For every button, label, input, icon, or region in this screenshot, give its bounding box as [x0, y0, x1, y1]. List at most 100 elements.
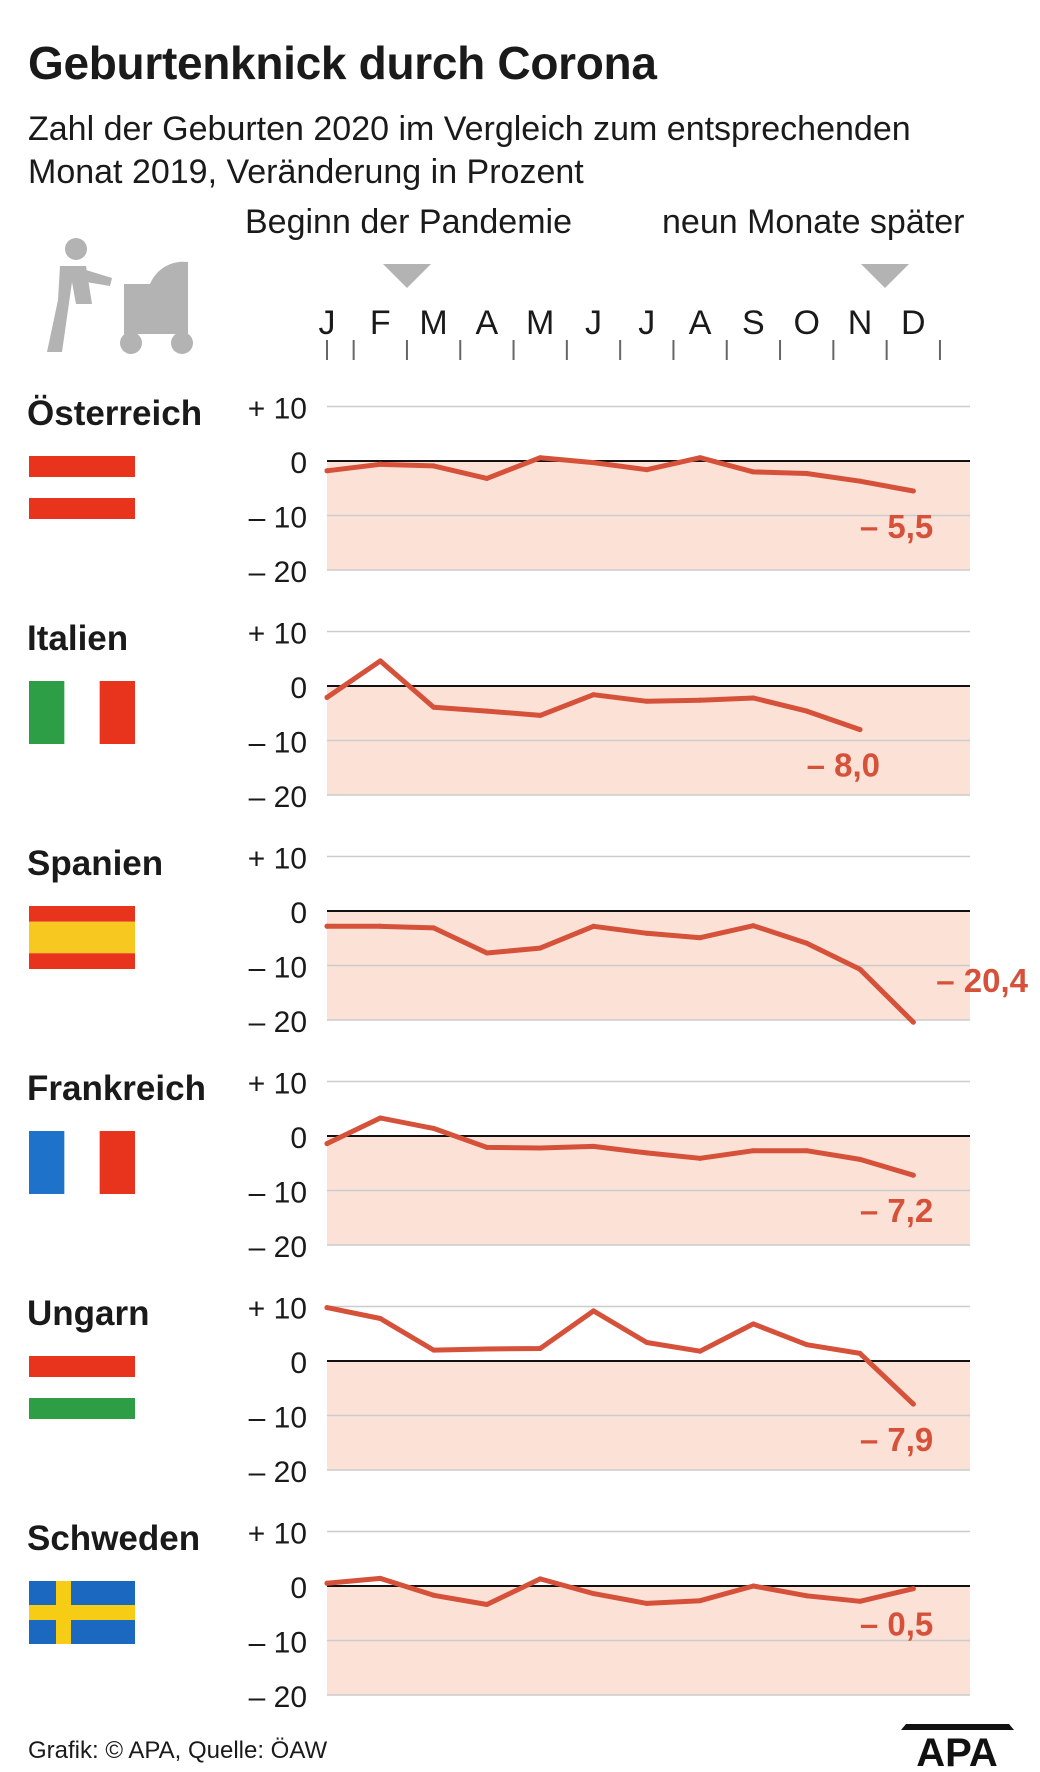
data-point — [697, 697, 703, 703]
data-point — [644, 1339, 650, 1345]
month-label: J — [319, 304, 336, 342]
france-flag-icon — [29, 1131, 135, 1194]
country-panels: + 100– 10– 20– 5,5+ 100– 10– 20– 8,0+ 10… — [29, 393, 1029, 1714]
y-tick-label: + 10 — [248, 618, 307, 651]
data-point — [377, 923, 383, 929]
person-with-stroller-icon — [47, 238, 193, 354]
data-point — [537, 1345, 543, 1351]
data-point — [431, 1347, 437, 1353]
data-point — [910, 1586, 916, 1592]
data-point — [857, 478, 863, 484]
y-tick-label: – 20 — [249, 556, 307, 589]
data-point — [537, 945, 543, 951]
triangle-down-icon — [383, 264, 909, 288]
month-label: M — [419, 304, 447, 342]
series-line — [324, 455, 916, 494]
country-label: Schweden — [27, 1519, 201, 1558]
data-point — [750, 695, 756, 701]
data-point — [377, 461, 383, 467]
data-point — [591, 1308, 596, 1314]
data-point — [857, 1598, 863, 1604]
y-tick-label: – 20 — [249, 781, 307, 814]
page-title: Geburtenknick durch Corona — [28, 37, 657, 89]
series-line — [324, 1305, 916, 1407]
month-label: O — [793, 304, 819, 342]
data-point — [644, 1150, 650, 1156]
y-tick-label: – 20 — [249, 1231, 307, 1264]
italy-flag-icon — [29, 681, 135, 744]
data-point — [431, 1592, 437, 1598]
end-value-label: – 20,4 — [936, 962, 1028, 999]
data-point — [804, 1342, 810, 1348]
data-point — [697, 1155, 703, 1161]
y-tick-label: – 20 — [249, 1006, 307, 1039]
month-label: J — [638, 304, 655, 342]
data-point — [750, 469, 756, 475]
panel-5: + 10 0 – 10 – 20 – 0,5 — [29, 1518, 970, 1714]
end-value-label: – 5,5 — [860, 508, 933, 545]
y-tick-label: 0 — [290, 672, 307, 705]
data-point — [591, 923, 596, 929]
end-value-label: – 7,2 — [860, 1192, 933, 1229]
data-point — [431, 463, 437, 469]
data-point — [644, 1600, 650, 1606]
data-point — [857, 1156, 863, 1162]
data-point — [537, 712, 543, 718]
data-point — [644, 698, 650, 704]
arrow-nine-months-later — [861, 264, 909, 288]
country-label: Italien — [27, 619, 129, 658]
country-label: Frankreich — [27, 1069, 206, 1108]
data-point — [591, 1143, 596, 1149]
data-point — [857, 966, 863, 972]
y-tick-label: + 10 — [248, 393, 307, 426]
annotation-pandemic-start: Beginn der Pandemie — [245, 203, 573, 241]
apa-logo-text: APA — [916, 1731, 997, 1768]
y-tick-label: + 10 — [248, 843, 307, 876]
end-value-label: – 7,9 — [860, 1421, 933, 1458]
data-point — [804, 708, 810, 714]
country-label: Spanien — [27, 844, 164, 883]
source-credit: Grafik: © APA, Quelle: ÖAW — [28, 1737, 328, 1764]
data-point — [431, 1125, 437, 1131]
data-point — [857, 1350, 863, 1356]
data-point — [377, 1575, 383, 1581]
data-point — [537, 1576, 543, 1582]
data-point — [644, 467, 650, 473]
data-point — [324, 1305, 330, 1311]
y-tick-label: + 10 — [248, 1068, 307, 1101]
month-label: A — [689, 304, 712, 342]
spain-flag-icon — [29, 906, 135, 969]
data-point — [750, 1148, 756, 1154]
y-tick-label: – 10 — [249, 1177, 307, 1210]
data-point — [591, 1591, 596, 1597]
data-point — [324, 1580, 330, 1586]
data-point — [431, 704, 437, 710]
y-tick-label: 0 — [290, 1572, 307, 1605]
data-point — [697, 1348, 703, 1354]
month-label: A — [476, 304, 499, 342]
data-point — [484, 1144, 490, 1150]
panel-3: + 10 0 – 10 – 20 – 7,2 — [29, 1068, 970, 1264]
data-point — [910, 1401, 916, 1407]
data-point — [377, 1115, 383, 1121]
data-point — [431, 925, 437, 931]
month-label: D — [901, 304, 926, 342]
data-point — [857, 727, 863, 733]
series-line — [324, 1115, 916, 1178]
data-point — [750, 1583, 756, 1589]
end-value-label: – 0,5 — [860, 1606, 933, 1643]
y-tick-label: – 10 — [249, 727, 307, 760]
data-point — [537, 455, 543, 461]
data-point — [377, 1315, 383, 1321]
data-point — [484, 708, 490, 714]
subtitle: Zahl der Geburten 2020 im Vergleich zum … — [28, 110, 911, 191]
y-tick-label: – 10 — [249, 502, 307, 535]
data-point — [324, 1141, 330, 1147]
data-point — [484, 1346, 490, 1352]
data-point — [644, 930, 650, 936]
data-point — [804, 940, 810, 946]
y-tick-label: 0 — [290, 1347, 307, 1380]
data-point — [484, 475, 490, 481]
